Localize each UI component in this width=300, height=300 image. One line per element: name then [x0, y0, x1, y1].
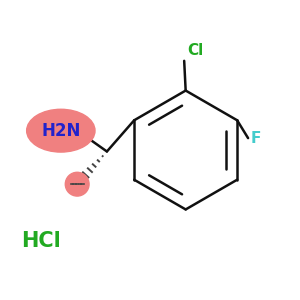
- Ellipse shape: [27, 109, 95, 152]
- Text: H2N: H2N: [41, 122, 80, 140]
- Circle shape: [65, 172, 89, 196]
- Text: F: F: [251, 130, 261, 146]
- Text: HCl: HCl: [21, 231, 61, 251]
- Text: Cl: Cl: [187, 43, 203, 58]
